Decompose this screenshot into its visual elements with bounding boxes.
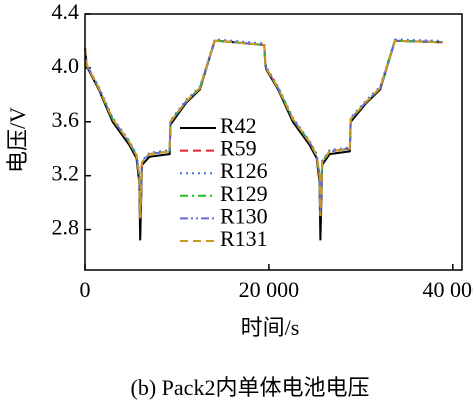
y-tick-label: 2.8 [52,215,80,240]
y-tick-label: 4.0 [52,53,80,78]
caption: (b) Pack2内单体电池电压 [131,375,370,400]
plot-frame [84,13,463,271]
legend-label: R59 [220,136,257,161]
legend-label: R126 [220,158,268,183]
y-tick-label: 3.2 [52,161,80,186]
x-axis-label: 时间/s [241,315,300,340]
x-tick-label: 20 000 [239,277,300,302]
y-axis-label: 电压/V [5,107,30,173]
x-tick-label: 40 000 [423,277,473,302]
legend-label: R131 [220,226,268,251]
y-tick-label: 3.6 [52,107,80,132]
y-tick-label: 4.4 [52,0,80,24]
legend-label: R129 [220,181,268,206]
legend-label: R42 [220,113,257,138]
legend-label: R130 [220,203,268,228]
series-line [84,39,443,218]
x-tick-label: 0 [80,277,91,302]
